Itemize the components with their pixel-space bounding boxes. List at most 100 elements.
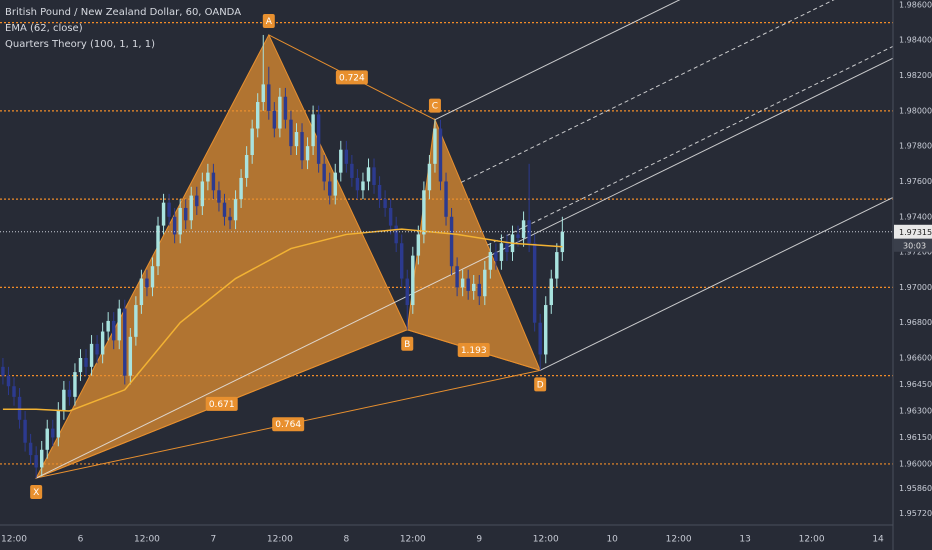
y-tick-label: 1.97800: [899, 142, 932, 151]
ratio-label: 1.193: [461, 346, 487, 356]
y-tick-label: 1.98200: [899, 71, 932, 80]
candle-body: [111, 320, 116, 341]
candle-body: [449, 216, 454, 267]
candle-body: [289, 119, 293, 147]
candle-body: [516, 234, 520, 238]
candle-body: [156, 225, 160, 267]
y-tick-label: 1.96600: [899, 354, 932, 363]
candle-body: [377, 185, 382, 200]
y-tick-label: 1.97400: [899, 212, 932, 221]
y-tick-label: 1.97200: [899, 248, 932, 257]
point-badge: [428, 98, 441, 113]
candle-body: [549, 278, 553, 306]
pitchfork-line: [35, 57, 894, 479]
candle-body: [372, 167, 376, 186]
candle-body: [427, 163, 432, 191]
pitchfork-line: [461, 0, 835, 183]
y-tick-label: 1.96150: [899, 433, 932, 442]
candle-body: [361, 181, 365, 191]
candle-body: [62, 389, 66, 411]
candle-body: [532, 243, 537, 323]
candle-body: [183, 207, 188, 221]
candle-body: [84, 358, 88, 367]
candle-body: [411, 255, 415, 306]
candle-body: [161, 202, 166, 226]
candle-body: [344, 149, 349, 164]
candle-body: [150, 266, 155, 288]
candle-body: [12, 386, 16, 397]
candle-body: [45, 428, 49, 450]
candle-body: [34, 455, 38, 468]
last-price-label: 1.97315: [899, 228, 932, 237]
x-tick-label: 9: [476, 535, 482, 545]
x-tick-label: 8: [343, 535, 349, 545]
candle-body: [394, 225, 398, 244]
candle-body: [172, 216, 177, 235]
candle-body: [555, 252, 559, 279]
candle-body: [383, 199, 387, 208]
candle-body: [560, 231, 565, 253]
candle-body: [28, 442, 33, 456]
x-tick-label: 6: [78, 535, 84, 545]
candle-body: [544, 305, 548, 355]
candle-body: [117, 308, 121, 341]
last-price-badge: [894, 224, 932, 239]
legend: British Pound / New Zealand Dollar, 60, …: [5, 7, 241, 50]
ratio-badge: [205, 396, 238, 411]
candle-body: [300, 132, 304, 161]
candle-body: [255, 102, 260, 129]
ratio-badge: [272, 417, 305, 432]
candle-body: [239, 177, 243, 200]
candle-body: [278, 96, 282, 129]
ratio-label: 0.724: [339, 73, 365, 83]
candle-body: [521, 220, 526, 238]
x-tick-label: 12:00: [666, 535, 692, 545]
point-label: C: [432, 102, 438, 112]
candle-body: [388, 207, 393, 226]
candle-body: [538, 322, 542, 355]
x-tick-label: 12:00: [1, 535, 27, 545]
candle-body: [400, 243, 404, 279]
candle-body: [483, 269, 487, 297]
candle-body: [67, 389, 72, 397]
x-tick-label: 7: [211, 535, 217, 545]
y-tick-label: 1.96000: [899, 459, 932, 468]
candle-body: [422, 190, 426, 235]
candle-body: [244, 154, 249, 178]
x-tick-label: 12:00: [267, 535, 293, 545]
candle-body: [23, 419, 27, 443]
candle-body: [294, 132, 299, 147]
countdown-label: 30:03: [903, 241, 926, 250]
candle-body: [250, 128, 254, 155]
y-tick-label: 1.97600: [899, 177, 932, 186]
candle-body: [78, 358, 83, 373]
candle-body: [460, 278, 465, 288]
candle-body: [73, 372, 77, 397]
candle-body: [1, 366, 5, 376]
candle-body: [39, 449, 44, 468]
candle-body: [355, 177, 360, 191]
countdown-badge: [894, 238, 932, 252]
candle-body: [350, 163, 354, 178]
candle-body: [494, 252, 498, 261]
candle-body: [6, 375, 11, 387]
candle-body: [51, 428, 55, 438]
candle-body: [488, 252, 493, 270]
symbol-title: British Pound / New Zealand Dollar, 60, …: [5, 7, 241, 18]
y-tick-label: 1.95860: [899, 484, 932, 493]
candle-body: [433, 128, 437, 164]
ratio-label: 0.764: [275, 420, 301, 430]
candle-body: [444, 181, 448, 217]
candle-body: [499, 243, 504, 261]
candle-body: [283, 96, 288, 120]
candle-body: [333, 172, 337, 196]
point-label: X: [33, 488, 39, 498]
pitchfork-line: [487, 45, 894, 246]
candle-body: [206, 172, 210, 182]
candle-body: [228, 216, 232, 221]
candle-body: [134, 305, 138, 337]
point-badge: [534, 377, 547, 392]
candle-body: [56, 410, 61, 438]
